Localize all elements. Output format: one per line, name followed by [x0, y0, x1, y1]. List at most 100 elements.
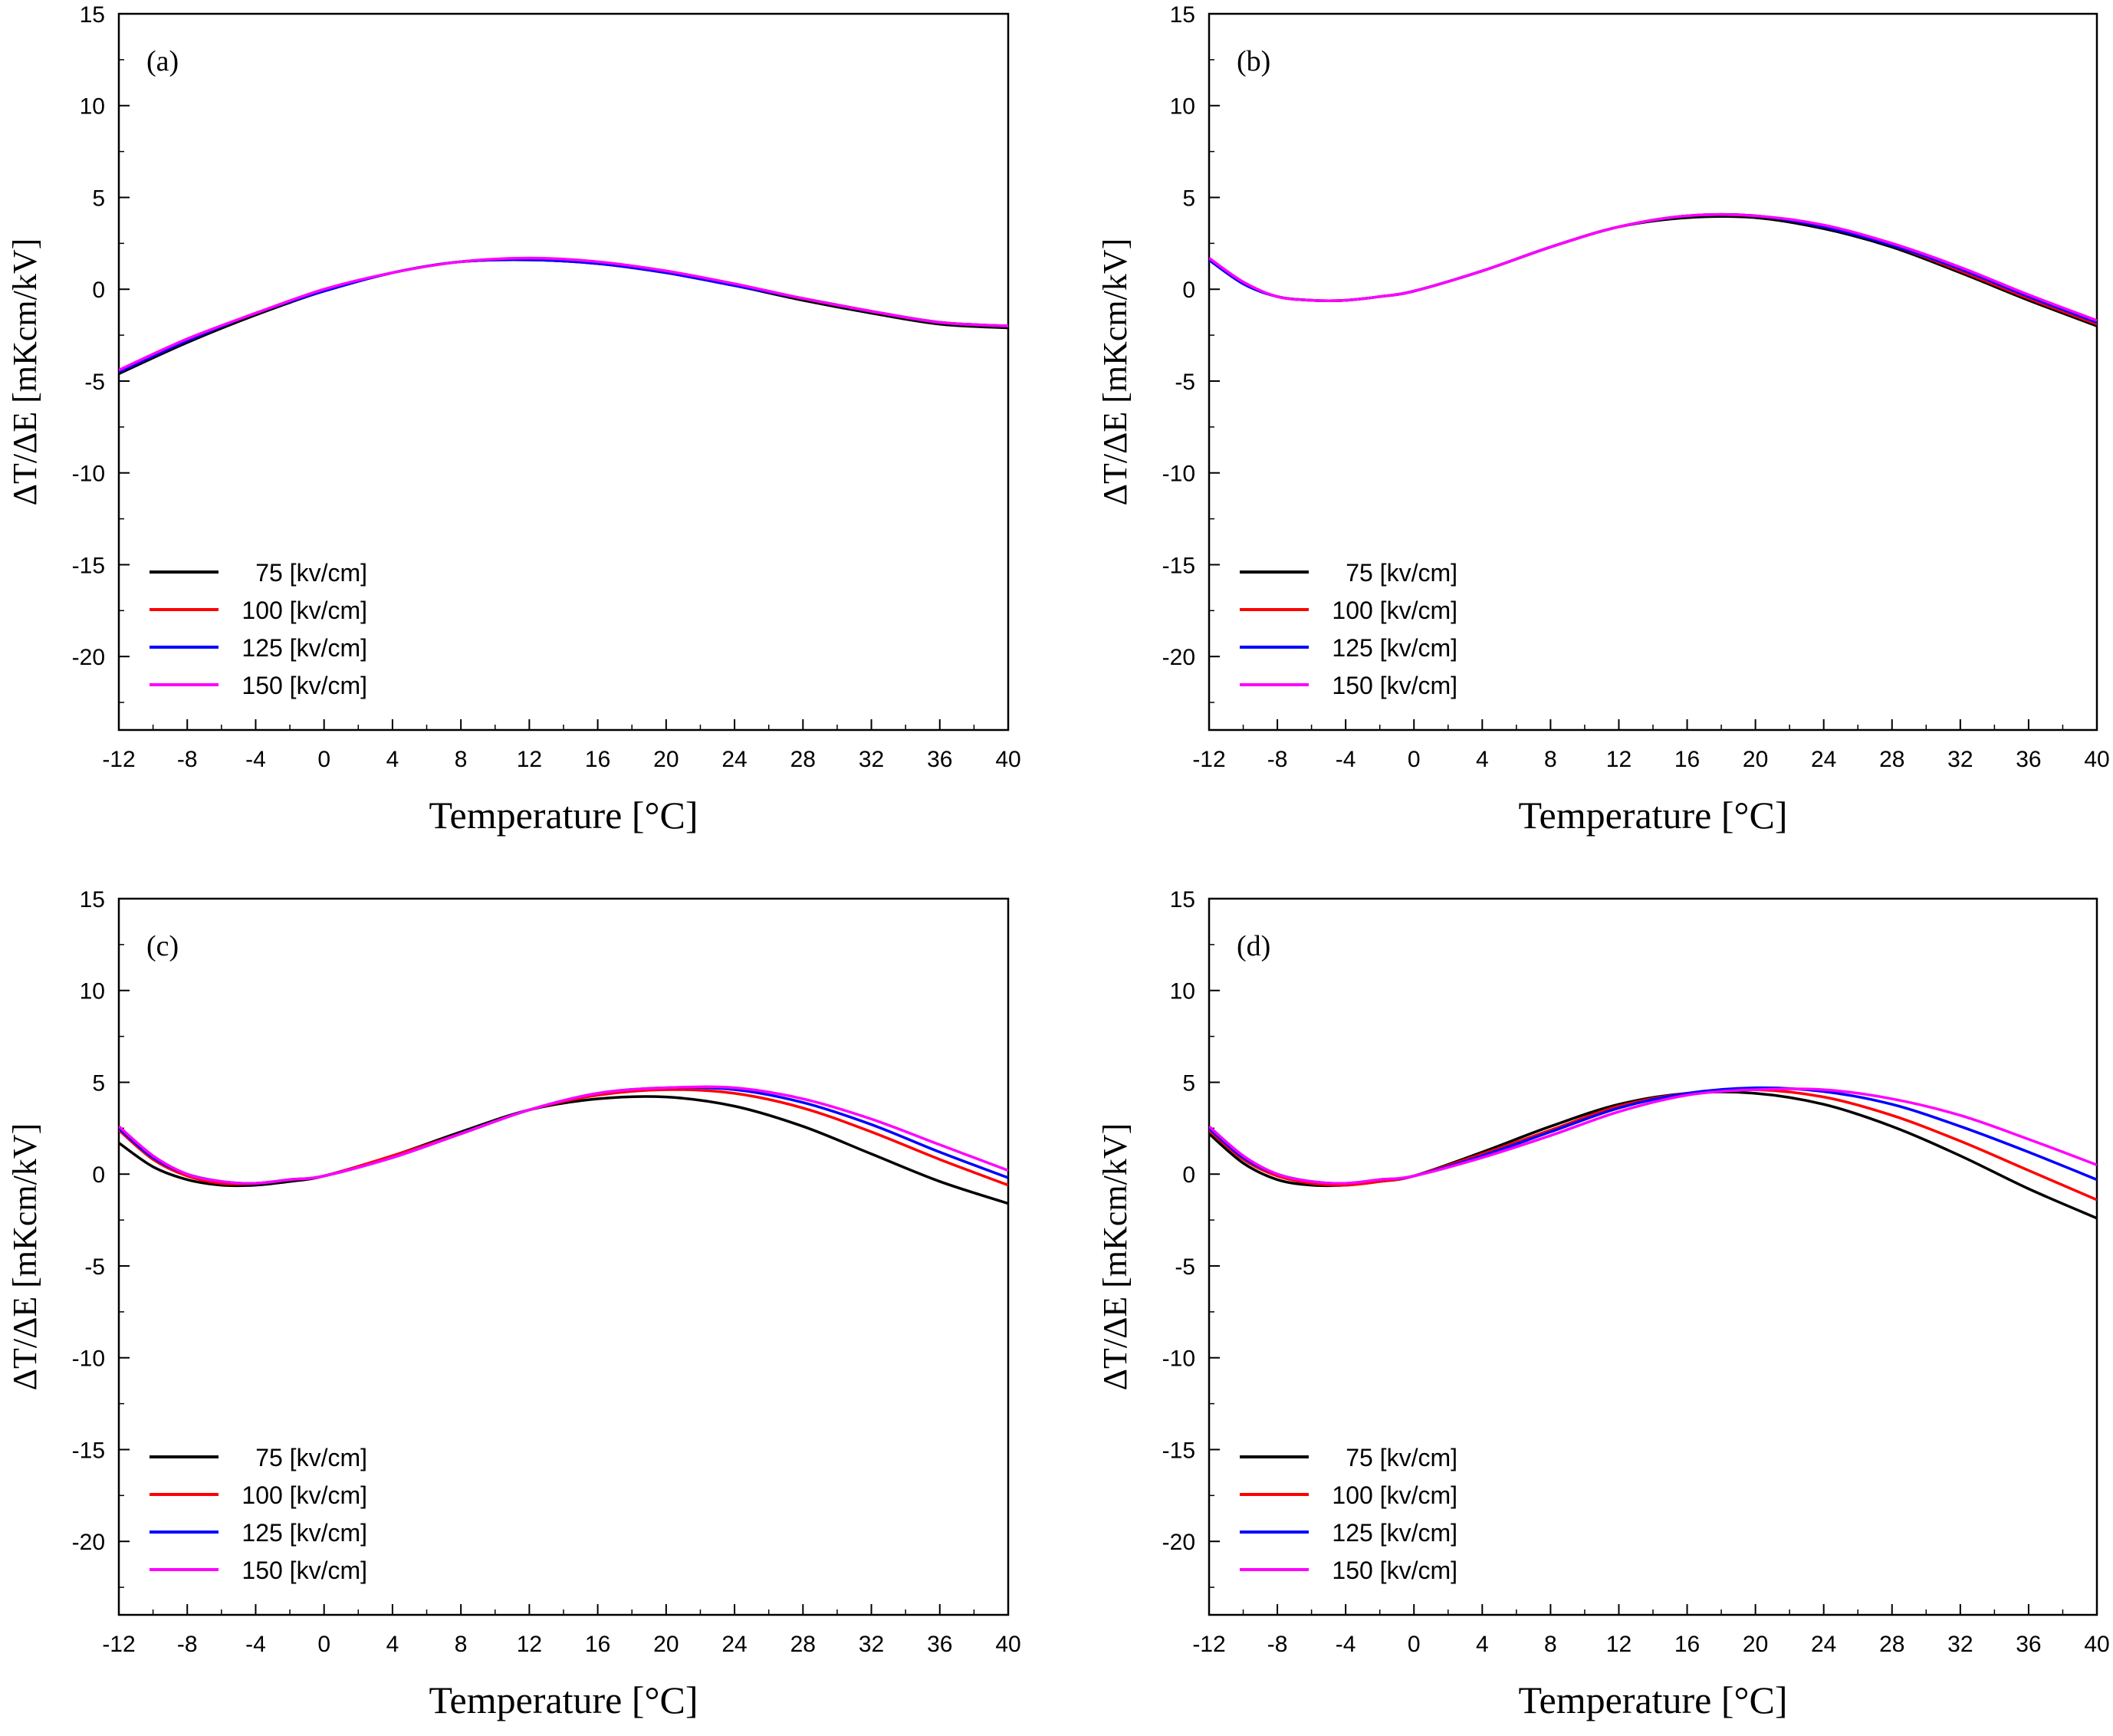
x-tick-label: -4: [1336, 747, 1356, 772]
x-tick-label: 24: [721, 1632, 747, 1657]
y-tick-label: 10: [80, 94, 105, 120]
x-tick-label: 20: [653, 747, 679, 772]
series-line-0: [1209, 1090, 2097, 1220]
legend-label-0: 75 [kv/cm]: [1346, 559, 1457, 587]
y-tick-label: -5: [84, 1254, 105, 1280]
x-tick-label: 20: [1743, 747, 1768, 772]
legend-label-3: 150 [kv/cm]: [242, 1557, 367, 1584]
x-tick-label: 40: [995, 747, 1020, 772]
y-tick-label: 0: [92, 278, 105, 303]
x-tick-label: 28: [1879, 747, 1904, 772]
x-tick-label: 8: [1544, 1632, 1557, 1657]
x-tick-label: 16: [1674, 747, 1700, 772]
legend-label-1: 100 [kv/cm]: [1332, 597, 1457, 624]
x-tick-label: 0: [1408, 1632, 1421, 1657]
y-tick-label: 15: [80, 887, 105, 912]
x-tick-label: 4: [386, 1632, 399, 1657]
x-tick-label: -8: [177, 1632, 198, 1657]
legend-label-0: 75 [kv/cm]: [1346, 1444, 1457, 1471]
y-tick-label: -20: [1162, 645, 1195, 670]
y-tick-label: -10: [72, 462, 105, 487]
x-tick-label: 40: [2084, 1632, 2109, 1657]
panel-label: (b): [1237, 45, 1270, 77]
legend-label-3: 150 [kv/cm]: [1332, 672, 1457, 699]
legend-label-2: 125 [kv/cm]: [242, 1519, 367, 1547]
y-tick-label: -20: [1162, 1530, 1195, 1555]
series-line-3: [119, 256, 1008, 372]
series-line-3: [1209, 213, 2097, 322]
x-tick-label: -12: [1192, 747, 1225, 772]
y-tick-label: -20: [72, 1530, 105, 1555]
legend-label-2: 125 [kv/cm]: [1332, 634, 1457, 662]
x-tick-label: -4: [245, 1632, 266, 1657]
y-axis-title: ΔT/ΔE [mKcm/kV]: [1096, 1123, 1134, 1391]
x-tick-label: 12: [517, 747, 542, 772]
chart-panel-2: -12 -8 -4 0 4 8 12 16 20 24 28 32 36 40 -20 -15 -10 -5 0 5 1…: [6, 887, 1021, 1721]
x-tick-label: -4: [1336, 1632, 1356, 1657]
chart-panel-3: -12 -8 -4 0 4 8 12 16 20 24 28 32 36 40 -20 -15 -10 -5 0 5 1…: [1096, 887, 2110, 1721]
y-tick-label: 10: [80, 979, 105, 1004]
x-tick-label: 40: [2084, 747, 2109, 772]
x-axis-title: Temperature [°C]: [429, 794, 698, 837]
x-tick-label: 4: [386, 747, 399, 772]
x-tick-label: 32: [1947, 1632, 1973, 1657]
legend-label-1: 100 [kv/cm]: [1332, 1481, 1457, 1509]
x-tick-label: 8: [455, 1632, 468, 1657]
y-tick-label: -5: [84, 370, 105, 395]
x-tick-label: 16: [1674, 1632, 1700, 1657]
y-tick-label: 5: [92, 1070, 105, 1096]
x-tick-label: 0: [317, 1632, 330, 1657]
x-tick-label: 20: [1743, 1632, 1768, 1657]
y-tick-label: -15: [1162, 1438, 1195, 1463]
x-tick-label: -8: [1267, 1632, 1288, 1657]
x-tick-label: 20: [653, 1632, 679, 1657]
x-tick-label: 36: [2016, 747, 2041, 772]
legend-label-0: 75 [kv/cm]: [255, 559, 367, 587]
legend-label-1: 100 [kv/cm]: [242, 1481, 367, 1509]
x-axis-title: Temperature [°C]: [1518, 1678, 1787, 1721]
x-tick-label: 8: [455, 747, 468, 772]
y-tick-label: 10: [1170, 94, 1195, 120]
x-tick-label: -8: [177, 747, 198, 772]
chart-panel-0: -12 -8 -4 0 4 8 12 16 20 24 28 32 36 40 -20 -15 -10 -5 0 5 1…: [6, 2, 1021, 837]
series-line-0: [119, 258, 1008, 375]
y-axis-title: ΔT/ΔE [mKcm/kV]: [6, 238, 44, 506]
panel-label: (a): [146, 45, 179, 77]
y-axis-title: ΔT/ΔE [mKcm/kV]: [6, 1123, 44, 1391]
x-axis-title: Temperature [°C]: [1518, 794, 1787, 837]
y-tick-label: -15: [72, 553, 105, 578]
x-tick-label: 16: [585, 747, 610, 772]
y-tick-label: 15: [80, 2, 105, 28]
x-tick-label: 28: [790, 747, 816, 772]
x-axis-title: Temperature [°C]: [429, 1678, 698, 1721]
x-tick-label: 4: [1476, 1632, 1489, 1657]
x-tick-label: -12: [1192, 1632, 1225, 1657]
y-tick-label: 10: [1170, 979, 1195, 1004]
legend-label-2: 125 [kv/cm]: [1332, 1519, 1457, 1547]
x-tick-label: 32: [859, 1632, 884, 1657]
series-line-3: [119, 1085, 1008, 1185]
x-tick-label: 28: [790, 1632, 816, 1657]
legend-label-3: 150 [kv/cm]: [242, 672, 367, 699]
x-tick-label: 36: [927, 747, 952, 772]
x-tick-label: 0: [317, 747, 330, 772]
y-tick-label: 0: [1182, 1162, 1195, 1188]
panel-label: (d): [1237, 930, 1270, 962]
series-line-1: [1209, 1088, 2097, 1202]
x-tick-label: 12: [517, 1632, 542, 1657]
y-tick-label: 15: [1170, 2, 1195, 28]
x-tick-label: 0: [1408, 747, 1421, 772]
x-tick-label: 8: [1544, 747, 1557, 772]
y-tick-label: -15: [72, 1438, 105, 1463]
y-tick-label: 5: [92, 186, 105, 211]
x-tick-label: 32: [859, 747, 884, 772]
y-axis-title: ΔT/ΔE [mKcm/kV]: [1096, 238, 1134, 506]
y-tick-label: -5: [1175, 370, 1195, 395]
y-tick-label: -5: [1175, 1254, 1195, 1280]
legend-label-1: 100 [kv/cm]: [242, 597, 367, 624]
series-line-3: [1209, 1087, 2097, 1185]
x-tick-label: 32: [1947, 747, 1973, 772]
chart-panel-1: -12 -8 -4 0 4 8 12 16 20 24 28 32 36 40 -20 -15 -10 -5 0 5 1…: [1096, 2, 2110, 837]
x-tick-label: 24: [1811, 747, 1836, 772]
